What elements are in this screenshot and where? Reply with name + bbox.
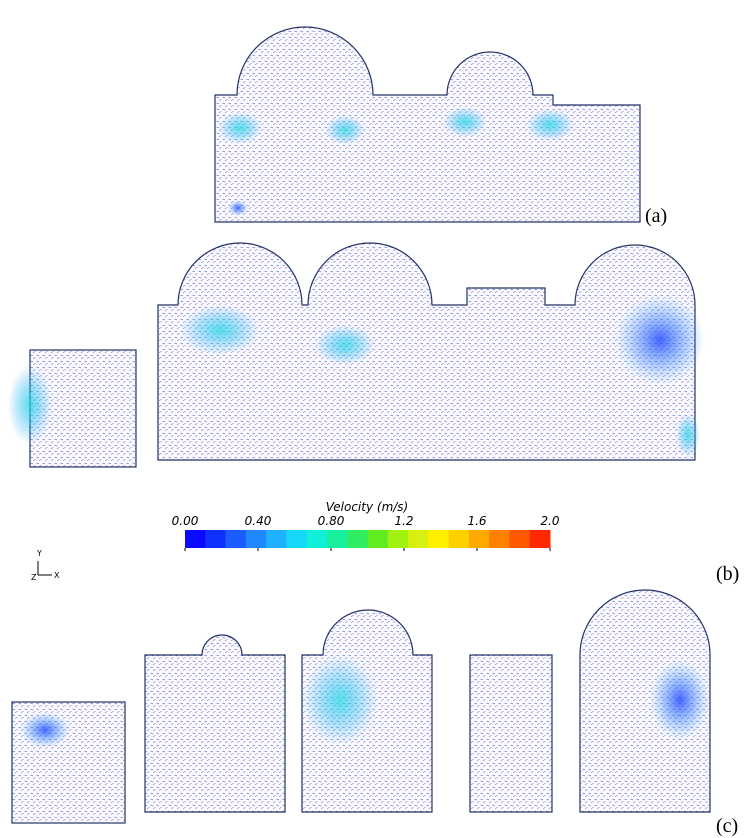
colorbar-segment bbox=[347, 530, 368, 548]
triad-y: Y bbox=[36, 549, 42, 558]
colorbar-tick-label: 1.6 bbox=[467, 514, 486, 528]
colorbar-tick-label: 2.0 bbox=[540, 514, 559, 528]
colorbar-tick-label: 0.80 bbox=[318, 514, 345, 528]
colorbar-segment bbox=[225, 530, 247, 548]
colorbar-segment bbox=[529, 530, 551, 548]
colorbar-segment bbox=[286, 530, 308, 548]
colorbar-segment bbox=[326, 530, 348, 548]
triad-x: X bbox=[54, 571, 60, 580]
colorbar-tick-label: 0.00 bbox=[172, 514, 199, 528]
colorbar-segment bbox=[266, 530, 287, 548]
panel-label: (c) bbox=[716, 815, 738, 837]
colorbar-segment bbox=[205, 530, 227, 548]
panel-a-plot bbox=[214, 26, 641, 223]
colorbar-segment bbox=[408, 530, 429, 548]
colorbar-segment bbox=[448, 530, 470, 548]
panel-label: (a) bbox=[645, 205, 667, 227]
colorbar-segment bbox=[387, 530, 409, 548]
triad-z: Z bbox=[31, 573, 37, 582]
colorbar-segment bbox=[428, 530, 450, 548]
colorbar-tick-label: 0.40 bbox=[245, 514, 272, 528]
colorbar-segment bbox=[367, 530, 389, 548]
colorbar-segment bbox=[245, 530, 267, 548]
panel-label: (b) bbox=[716, 563, 739, 585]
colorbar-segment bbox=[185, 530, 206, 548]
colorbar-tick-label: 1.2 bbox=[394, 514, 413, 528]
colorbar-segment bbox=[468, 530, 490, 548]
colorbar-title: Velocity (m/s) bbox=[326, 500, 408, 514]
axes-triad: Y Z X bbox=[31, 549, 60, 582]
colorbar-segment bbox=[306, 530, 328, 548]
panel-b-plot bbox=[8, 242, 705, 468]
panel-c-plot bbox=[11, 589, 711, 824]
colorbar-segment bbox=[509, 530, 531, 548]
colorbar-segment bbox=[489, 530, 510, 548]
colorbar: 0.00 0.40 0.80 1.2 1.6 2.0 bbox=[172, 514, 560, 551]
